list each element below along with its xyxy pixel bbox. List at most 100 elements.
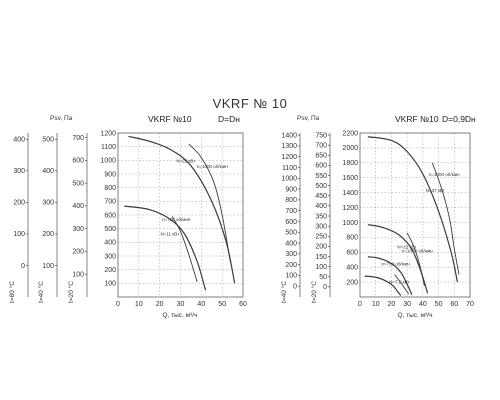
series-label: n=1000 об/мин bbox=[402, 248, 433, 253]
temperature-axis-tick-label: 0 bbox=[21, 263, 25, 270]
power-curve-label: N=37 кВт bbox=[426, 188, 445, 193]
y-tick-label: 1400 bbox=[342, 190, 358, 197]
temperature-axis-tick-label: 700 bbox=[315, 142, 327, 149]
y-tick-label: 1000 bbox=[342, 220, 358, 227]
power-curve-line bbox=[188, 143, 231, 263]
y-tick-label: 1000 bbox=[100, 158, 116, 165]
temperature-axis-tick-label: 150 bbox=[315, 254, 327, 261]
x-tick-label: 60 bbox=[239, 301, 247, 308]
x-axis-label: Q, тыс. м³/ч bbox=[397, 312, 432, 319]
series-label: n=1000 об/мин bbox=[197, 164, 228, 169]
chart-header: VKRF №10 bbox=[148, 114, 192, 124]
temperature-axis-tick-label: 400 bbox=[13, 137, 25, 144]
x-tick-label: 10 bbox=[372, 301, 380, 308]
temperature-axis-tick-label: 400 bbox=[315, 203, 327, 210]
temperature-axis-tick-label: 750 bbox=[315, 132, 327, 139]
y-tick-label: 800 bbox=[104, 185, 116, 192]
chart-variant: D=Dн bbox=[218, 114, 240, 124]
temperature-axis-tick-label: 650 bbox=[315, 153, 327, 160]
y-tick-label: 900 bbox=[104, 171, 116, 178]
y-tick-label: 1800 bbox=[342, 160, 358, 167]
temperature-axis-tick-label: 0 bbox=[293, 284, 297, 291]
y-tick-label: 2000 bbox=[342, 145, 358, 152]
y-tick-label: 1200 bbox=[100, 130, 116, 137]
y-tick-label: 500 bbox=[104, 226, 116, 233]
y-tick-label: 200 bbox=[346, 279, 358, 286]
x-tick-label: 60 bbox=[450, 301, 458, 308]
power-curve-line bbox=[431, 162, 460, 275]
temperature-axis-tick-label: 200 bbox=[13, 200, 25, 207]
temperature-axis-tick-label: 200 bbox=[72, 249, 84, 256]
temperature-axis-label: t=40 °C bbox=[37, 281, 45, 303]
temperature-axis-tick-label: 300 bbox=[13, 168, 25, 175]
temperature-axis-tick-label: 0 bbox=[323, 284, 327, 291]
temperature-axis-tick-label: 200 bbox=[42, 231, 54, 238]
temperature-axis-tick-label: 600 bbox=[72, 158, 84, 165]
temperature-axis-tick-label: 400 bbox=[72, 203, 84, 210]
temperature-axis-tick-label: 500 bbox=[315, 183, 327, 190]
power-curve-label: N=22 кВт bbox=[176, 159, 195, 164]
temperature-axis-label: t=20 °C bbox=[310, 281, 318, 303]
temperature-axis-tick-label: 500 bbox=[42, 137, 54, 144]
temperature-axis-label: t=80 °C bbox=[8, 281, 16, 303]
series-label: n=750 об/мин bbox=[381, 261, 410, 266]
series-line bbox=[364, 275, 402, 296]
power-curve-line bbox=[171, 216, 198, 283]
x-axis-label: Q, тыс. м³/ч bbox=[162, 312, 197, 319]
chart-variant: D=0,9Dн bbox=[442, 114, 476, 124]
y-tick-label: 400 bbox=[104, 240, 116, 247]
y-tick-label: 2200 bbox=[342, 130, 358, 137]
y-tick-label: 1100 bbox=[101, 144, 116, 151]
temperature-axis-tick-label: 100 bbox=[13, 231, 25, 238]
y-tick-label: 100 bbox=[104, 281, 116, 288]
series-line bbox=[128, 135, 236, 284]
power-curve-line bbox=[394, 274, 410, 295]
y-tick-label: 600 bbox=[346, 250, 358, 257]
temperature-axis-label: t=20 °C bbox=[67, 281, 75, 303]
temperature-axis-tick-label: 500 bbox=[72, 180, 84, 187]
x-tick-label: 50 bbox=[218, 301, 226, 308]
temperature-axis-tick-label: 350 bbox=[315, 213, 327, 220]
y-tick-label: 1200 bbox=[342, 205, 358, 212]
temperature-axis-tick-label: 100 bbox=[72, 272, 84, 279]
y-tick-label: 200 bbox=[104, 267, 116, 274]
x-tick-label: 50 bbox=[435, 301, 443, 308]
temperature-axis-tick-label: 400 bbox=[285, 240, 297, 247]
temperature-axis-tick-label: 1100 bbox=[282, 165, 297, 172]
temperature-axis-tick-label: 1400 bbox=[281, 132, 297, 139]
temperature-axis-tick-label: 200 bbox=[315, 244, 327, 251]
series-line bbox=[367, 256, 413, 296]
y-tick-label: 700 bbox=[104, 199, 116, 206]
x-tick-label: 10 bbox=[135, 301, 143, 308]
temperature-axis-tick-label: 250 bbox=[315, 234, 327, 241]
power-curve-label: N=11 кВт bbox=[161, 231, 180, 236]
y-tick-label: 600 bbox=[104, 212, 116, 219]
temperature-axis-tick-label: 100 bbox=[42, 263, 54, 270]
temperature-axis-tick-label: 550 bbox=[315, 173, 327, 180]
temperature-axis-tick-label: 700 bbox=[72, 135, 84, 142]
temperature-axis-tick-label: 1300 bbox=[281, 143, 297, 150]
temperature-axis-tick-label: 400 bbox=[42, 168, 54, 175]
temperature-axis-tick-label: 600 bbox=[285, 219, 297, 226]
temperature-axis-tick-label: 450 bbox=[315, 193, 327, 200]
temperature-axis-tick-label: 300 bbox=[315, 223, 327, 230]
chart-header: VKRF №10 bbox=[395, 114, 439, 124]
plot-frame bbox=[359, 132, 471, 298]
x-tick-label: 0 bbox=[116, 301, 120, 308]
temperature-axis-tick-label: 100 bbox=[285, 273, 297, 280]
temperature-axis-tick-label: 50 bbox=[319, 274, 327, 281]
x-tick-label: 40 bbox=[197, 301, 205, 308]
power-curve-label: N=22 кВт bbox=[397, 245, 416, 250]
temperature-axis-tick-label: 600 bbox=[315, 163, 327, 170]
x-tick-label: 20 bbox=[388, 301, 396, 308]
power-curve-label: N=7,5 кВт bbox=[389, 280, 409, 285]
temperature-axis-tick-label: 100 bbox=[315, 264, 327, 271]
y-tick-label: 300 bbox=[104, 253, 116, 260]
y-tick-label: 400 bbox=[346, 264, 358, 271]
series-line bbox=[367, 136, 459, 283]
temperature-axis-label: t=40 °C bbox=[280, 281, 288, 303]
x-tick-label: 70 bbox=[466, 301, 474, 308]
x-tick-label: 30 bbox=[403, 301, 411, 308]
plot-frame bbox=[117, 132, 244, 298]
temperature-axis-tick-label: 300 bbox=[72, 226, 84, 233]
